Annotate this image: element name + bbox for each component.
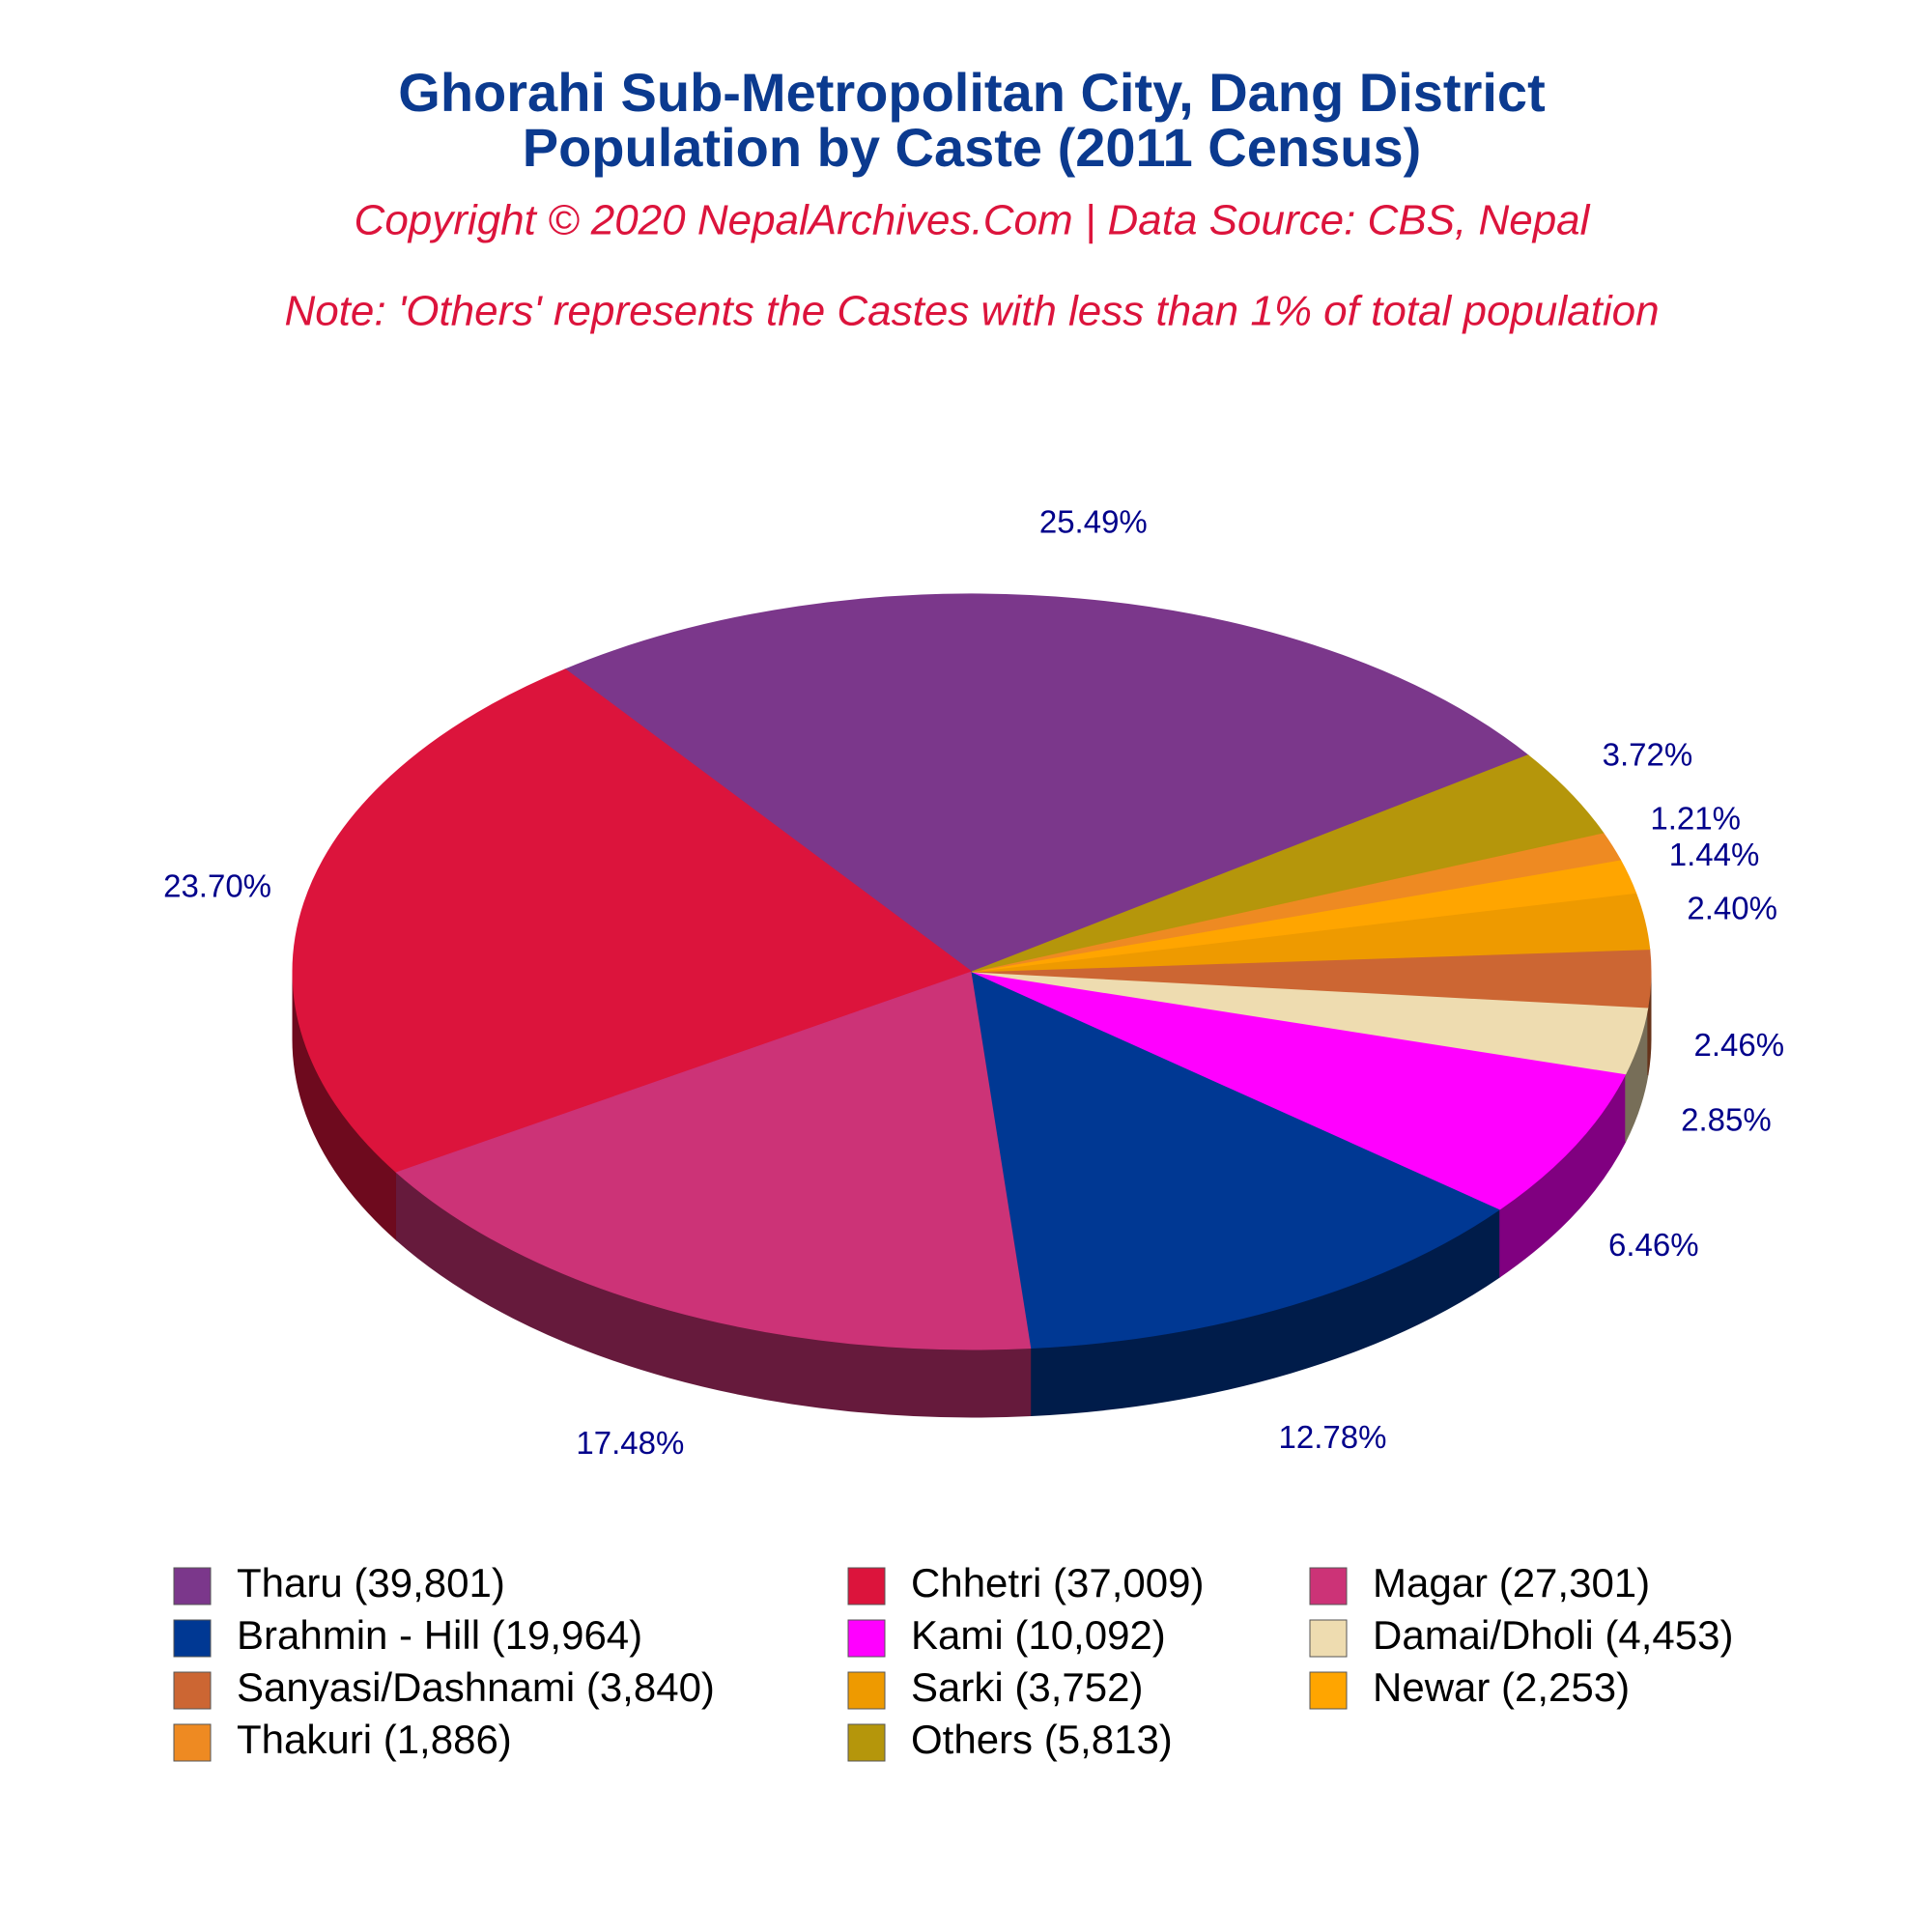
legend-swatch <box>847 1619 886 1658</box>
legend-swatch <box>1309 1619 1348 1658</box>
legend-label: Chhetri (37,009) <box>911 1560 1205 1605</box>
legend-label: Others (5,813) <box>911 1717 1173 1762</box>
legend-label: Magar (27,301) <box>1373 1560 1650 1605</box>
legend-swatch <box>1309 1567 1348 1605</box>
legend: Tharu (39,801) Chhetri (37,009) Magar (27,… <box>173 1560 1734 1762</box>
legend-swatch <box>173 1619 212 1658</box>
value-label: 2.85% <box>1681 1102 1772 1138</box>
legend-swatch <box>847 1567 886 1605</box>
value-label: 1.21% <box>1650 801 1741 837</box>
legend-swatch <box>847 1723 886 1762</box>
slice <box>292 668 974 1174</box>
value-label: 23.70% <box>163 868 271 904</box>
value-label: 1.44% <box>1669 837 1760 872</box>
legend-label: Thakuri (1,886) <box>237 1717 512 1762</box>
value-label: 17.48% <box>576 1425 684 1461</box>
slice <box>395 971 1033 1350</box>
value-label: 3.72% <box>1603 736 1693 772</box>
note: Note: 'Others' represents the Castes wit… <box>284 288 1659 335</box>
legend-swatch <box>847 1671 886 1710</box>
value-label: 2.46% <box>1693 1027 1784 1063</box>
legend-swatch <box>173 1723 212 1762</box>
legend-swatch <box>173 1671 212 1710</box>
legend-label: Tharu (39,801) <box>237 1560 505 1605</box>
value-label: 6.46% <box>1608 1227 1699 1263</box>
value-label: 12.78% <box>1278 1419 1386 1455</box>
value-labels: 25.49% 23.70% 17.48% 12.78% 6.46% 2.85% 2.46% 2… <box>163 503 1784 1460</box>
copyright: Copyright © 2020 NepalArchives.Com | Dat… <box>355 197 1591 244</box>
slice <box>564 593 1529 973</box>
slice <box>971 754 1605 973</box>
pie-tops <box>292 593 1652 1350</box>
legend-label: Kami (10,092) <box>911 1612 1166 1658</box>
legend-label: Damai/Dholi (4,453) <box>1373 1612 1734 1658</box>
legend-swatch <box>173 1567 212 1605</box>
legend-label: Sanyasi/Dashnami (3,840) <box>237 1664 715 1710</box>
legend-label: Brahmin - Hill (19,964) <box>237 1612 642 1658</box>
value-label: 25.49% <box>1039 503 1148 539</box>
slice <box>971 971 1501 1350</box>
chart-subtitle: Population by Caste (2011 Census) <box>523 117 1421 178</box>
slice <box>971 971 1627 1210</box>
chart-title: Ghorahi Sub-Metropolitan City, Dang Dist… <box>398 62 1545 123</box>
value-label: 2.40% <box>1687 890 1777 925</box>
legend-label: Newar (2,253) <box>1373 1664 1630 1710</box>
legend-label: Sarki (3,752) <box>911 1664 1143 1710</box>
legend-swatch <box>1309 1671 1348 1710</box>
